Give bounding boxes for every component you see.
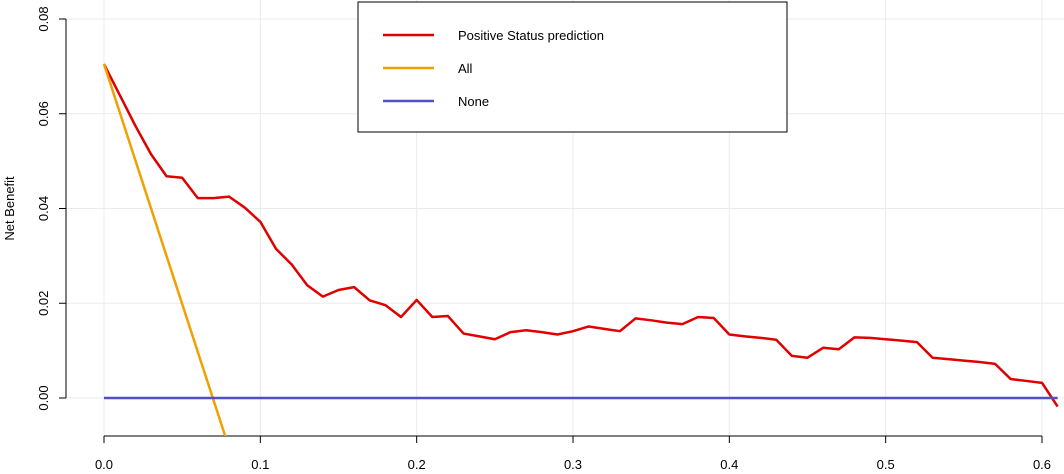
legend-label-positive-status-prediction: Positive Status prediction	[458, 28, 604, 43]
legend-label-none: None	[458, 94, 489, 109]
x-tick-label: 0.6	[1033, 457, 1051, 472]
y-axis-title: Net Benefit	[2, 176, 17, 241]
y-tick-label: 0.00	[36, 385, 51, 410]
y-tick-label: 0.08	[36, 6, 51, 31]
x-tick-label: 0.1	[251, 457, 269, 472]
y-tick-label: 0.06	[36, 101, 51, 126]
series-lines	[102, 63, 1059, 436]
legend: Positive Status prediction All None	[357, 1, 788, 133]
axes: 0.00 0.02 0.04 0.06 0.08 0.0 0.1 0.2 0.3 0.4 0.5 0.…	[36, 6, 1051, 472]
x-tick-label: 0.3	[564, 457, 582, 472]
series-line-positive-status-prediction	[102, 63, 1059, 408]
series-line-all	[102, 63, 227, 436]
y-tick-label: 0.02	[36, 291, 51, 316]
x-tick-label: 0.0	[95, 457, 113, 472]
x-tick-label: 0.2	[408, 457, 426, 472]
legend-label-all: All	[458, 61, 473, 76]
x-tick-label: 0.5	[877, 457, 895, 472]
y-tick-label: 0.04	[36, 196, 51, 221]
x-tick-label: 0.4	[720, 457, 738, 472]
